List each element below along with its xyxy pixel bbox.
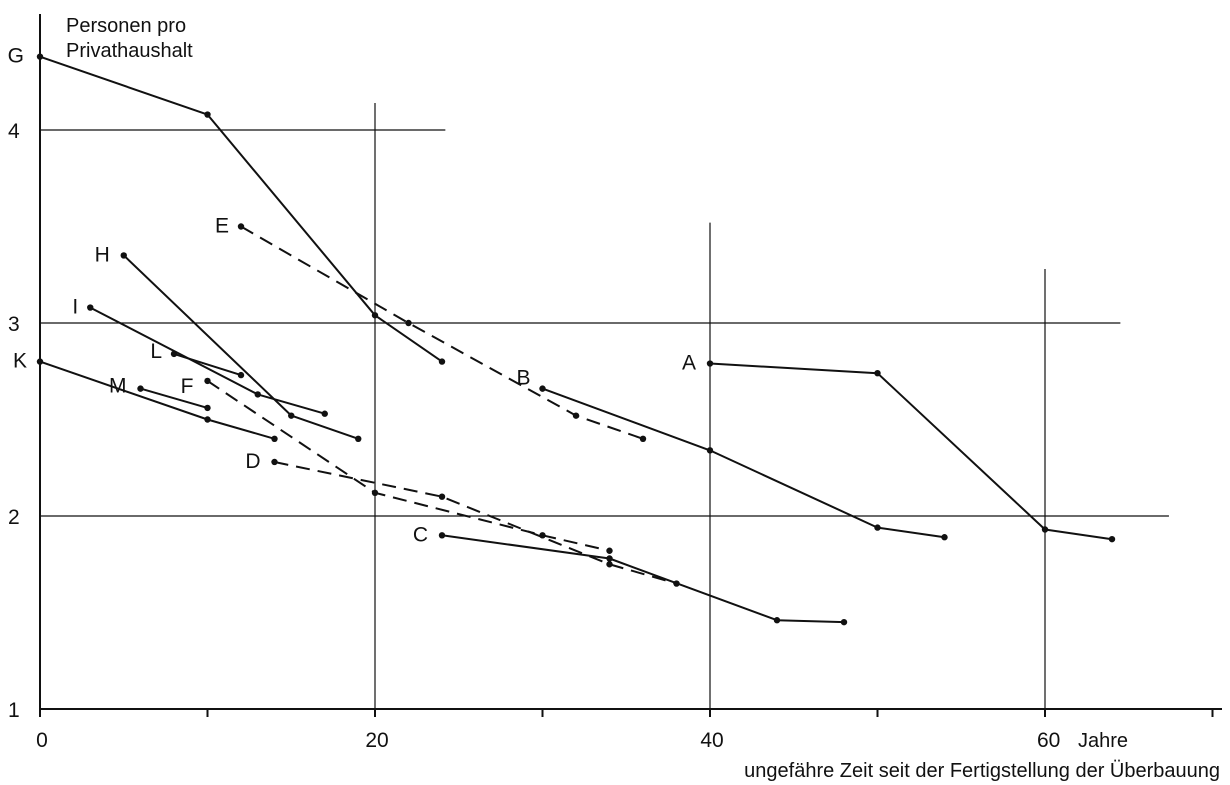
y-tick-label-2: 2 bbox=[8, 506, 20, 529]
series-line-C bbox=[441, 534, 845, 624]
grid-lines bbox=[40, 102, 1169, 709]
data-point-L-0 bbox=[170, 350, 178, 358]
series-label-I: I bbox=[72, 296, 78, 319]
data-point-E-3 bbox=[639, 435, 647, 442]
series-label-F: F bbox=[181, 375, 194, 398]
data-point-F-3 bbox=[606, 547, 613, 554]
y-axis-title-line-2: Privathaushalt bbox=[66, 40, 193, 62]
data-point-B-3 bbox=[941, 534, 948, 541]
data-point-A-0 bbox=[706, 360, 714, 367]
x-tick-label-20: 20 bbox=[365, 729, 388, 752]
data-point-C-2 bbox=[773, 617, 781, 624]
series-B: B bbox=[516, 367, 948, 541]
series-L: L bbox=[150, 340, 245, 379]
y-axis-title-line-1: Personen pro bbox=[66, 15, 186, 37]
series-label-A: A bbox=[682, 352, 696, 375]
series-line-F bbox=[206, 380, 610, 552]
data-point-F-0 bbox=[204, 377, 211, 385]
data-point-G-1 bbox=[204, 111, 211, 118]
data-point-G-0 bbox=[36, 53, 44, 60]
data-point-A-1 bbox=[874, 369, 881, 377]
data-point-H-1 bbox=[288, 412, 295, 419]
data-point-K-0 bbox=[36, 358, 44, 365]
data-point-H-0 bbox=[120, 252, 127, 259]
data-point-G-3 bbox=[438, 358, 446, 365]
data-point-E-2 bbox=[572, 412, 580, 419]
y-tick-label-1: 1 bbox=[8, 699, 20, 722]
data-point-A-3 bbox=[1108, 535, 1116, 543]
data-point-C-1 bbox=[606, 555, 613, 562]
data-point-I-1 bbox=[254, 391, 261, 398]
y-tick-label-3: 3 bbox=[8, 313, 20, 336]
series-G: G bbox=[8, 45, 446, 365]
series: G E H I L K M F D C B A bbox=[8, 45, 1116, 626]
x-axis-title: ungefähre Zeit seit der Fertigstellung d… bbox=[744, 760, 1220, 782]
data-point-F-1 bbox=[371, 489, 379, 497]
series-label-M: M bbox=[109, 375, 127, 398]
series-label-L: L bbox=[150, 340, 162, 363]
data-point-B-1 bbox=[706, 447, 714, 454]
series-line-L bbox=[173, 352, 242, 377]
series-H: H bbox=[95, 243, 362, 442]
series-label-C: C bbox=[413, 523, 428, 546]
series-line-D bbox=[274, 461, 677, 585]
series-line-A bbox=[709, 362, 1113, 541]
data-point-C-3 bbox=[840, 618, 848, 626]
series-A: A bbox=[682, 352, 1116, 543]
data-point-G-2 bbox=[371, 312, 379, 319]
series-F: F bbox=[181, 375, 613, 554]
series-label-G: G bbox=[8, 45, 24, 68]
x-tick-label-60: 60 bbox=[1037, 729, 1060, 752]
axis-titles: Personen pro Privathaushalt Jahre ungefä… bbox=[66, 15, 1220, 782]
data-point-L-1 bbox=[237, 371, 245, 379]
data-point-D-0 bbox=[271, 458, 278, 466]
series-M: M bbox=[109, 375, 211, 412]
data-point-I-2 bbox=[321, 410, 328, 417]
series-label-B: B bbox=[516, 367, 530, 390]
data-point-M-0 bbox=[137, 385, 144, 392]
y-tick-label-4: 4 bbox=[8, 120, 20, 143]
x-tick-label-40: 40 bbox=[700, 729, 723, 752]
data-point-C-0 bbox=[438, 532, 446, 539]
data-point-H-2 bbox=[355, 435, 362, 442]
series-label-E: E bbox=[215, 215, 229, 238]
series-line-M bbox=[140, 387, 208, 409]
data-point-K-1 bbox=[204, 416, 211, 423]
series-C: C bbox=[413, 523, 848, 626]
series-I: I bbox=[72, 296, 328, 417]
data-point-D-1 bbox=[438, 493, 446, 500]
data-point-A-2 bbox=[1041, 526, 1049, 533]
x-tick-label-0: 0 bbox=[36, 729, 48, 752]
data-point-B-0 bbox=[539, 385, 546, 392]
data-point-B-2 bbox=[874, 524, 881, 531]
series-label-D: D bbox=[245, 450, 260, 473]
data-point-E-0 bbox=[237, 223, 245, 230]
data-point-I-0 bbox=[87, 304, 94, 311]
data-point-M-1 bbox=[204, 404, 211, 412]
series-line-B bbox=[542, 387, 945, 539]
series-K: K bbox=[13, 350, 278, 442]
x-axis-unit: Jahre bbox=[1078, 730, 1128, 752]
series-line-G bbox=[39, 55, 443, 363]
series-E: E bbox=[215, 215, 647, 442]
data-point-D-2 bbox=[606, 561, 613, 568]
series-D: D bbox=[245, 450, 680, 587]
data-point-E-1 bbox=[405, 319, 412, 327]
series-label-H: H bbox=[95, 243, 110, 266]
data-point-K-2 bbox=[271, 435, 278, 442]
series-label-K: K bbox=[13, 350, 27, 373]
series-line-E bbox=[240, 225, 644, 440]
